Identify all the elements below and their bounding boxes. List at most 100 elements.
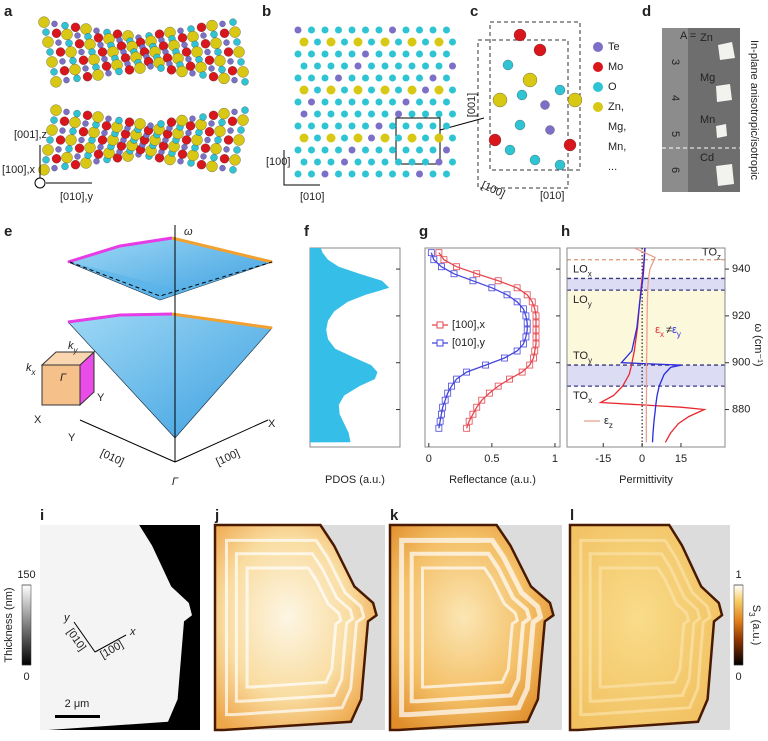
axis-label: x xyxy=(129,626,136,638)
atom xyxy=(187,31,199,43)
atom xyxy=(368,158,375,166)
atom xyxy=(59,58,66,65)
atom xyxy=(181,41,188,49)
atom xyxy=(545,125,555,135)
atom xyxy=(208,120,215,127)
inset-label: ky xyxy=(68,340,79,355)
atom xyxy=(434,37,444,47)
atom xyxy=(335,50,342,58)
atom xyxy=(189,115,196,122)
atom xyxy=(210,30,218,39)
atom xyxy=(353,133,363,143)
legend-atom xyxy=(593,102,603,112)
atom xyxy=(92,69,104,81)
atom xyxy=(59,116,70,126)
colorbar xyxy=(21,584,32,666)
atom xyxy=(134,118,146,130)
atom xyxy=(195,61,207,73)
x-tick-label: 15 xyxy=(675,453,687,465)
atom xyxy=(554,159,566,171)
x-axis-label: Permittivity xyxy=(619,474,673,486)
atom xyxy=(402,170,410,178)
colorbar-tick-label: 150 xyxy=(17,569,35,581)
atom xyxy=(196,22,207,32)
panel-letter: d xyxy=(642,3,651,20)
atom xyxy=(368,62,375,70)
atom xyxy=(82,120,89,127)
atom xyxy=(294,74,302,82)
sample xyxy=(716,84,732,102)
atom xyxy=(375,26,383,34)
legend-sub: z xyxy=(609,421,613,430)
colorbar-label-text: S xyxy=(750,605,762,612)
atom xyxy=(408,158,416,166)
axis-origin xyxy=(34,177,46,189)
atom xyxy=(443,26,450,34)
atom xyxy=(157,64,165,72)
atom xyxy=(84,38,96,50)
atom xyxy=(82,65,89,72)
plot-frame xyxy=(424,247,561,448)
atom xyxy=(195,119,207,131)
atom xyxy=(38,16,50,28)
x-tick-label: 0 xyxy=(639,453,645,465)
atom xyxy=(115,116,123,125)
marker xyxy=(478,396,486,404)
atom xyxy=(176,65,188,78)
atom xyxy=(429,26,437,34)
atom xyxy=(416,170,423,178)
legend-marker xyxy=(436,321,444,329)
annotation-name: ε xyxy=(672,324,677,336)
atom xyxy=(51,164,58,172)
atom xyxy=(327,110,335,118)
atom xyxy=(187,149,199,161)
marker xyxy=(518,368,526,376)
fringe xyxy=(598,566,691,689)
atom xyxy=(314,134,321,142)
legend-label: Mg, xyxy=(608,121,626,133)
atom xyxy=(78,55,89,65)
panel-letter: f xyxy=(304,223,310,240)
atom xyxy=(210,143,222,155)
marker xyxy=(453,263,460,271)
atom xyxy=(97,47,108,57)
marker xyxy=(526,361,534,369)
reference-label-text: TO xyxy=(573,350,589,362)
atom xyxy=(449,110,456,118)
inset-label-sub: y xyxy=(73,346,79,355)
band-surface xyxy=(67,313,273,439)
atom xyxy=(314,62,321,70)
scale-bar xyxy=(55,715,100,718)
atom xyxy=(449,86,456,94)
atom xyxy=(321,74,329,82)
atom xyxy=(348,50,356,58)
atom xyxy=(402,50,410,58)
atom xyxy=(55,47,66,57)
atom xyxy=(42,156,50,164)
atom xyxy=(181,135,192,145)
band-edge xyxy=(171,312,273,330)
atom xyxy=(185,61,196,71)
colorbar-label: Thickness (nm) xyxy=(3,587,15,662)
marker xyxy=(473,270,481,278)
atom xyxy=(308,50,315,58)
atom xyxy=(381,62,389,70)
marker xyxy=(448,382,455,390)
legend-label: εz xyxy=(604,415,613,430)
x-tick-label: 0 xyxy=(426,453,432,465)
atom xyxy=(434,85,444,95)
fringe xyxy=(234,552,355,703)
atom xyxy=(435,158,443,166)
axis-label: [100],x xyxy=(2,164,36,176)
marker xyxy=(531,305,539,313)
atom xyxy=(429,122,437,130)
atom xyxy=(200,39,211,49)
atom xyxy=(223,47,234,57)
atom xyxy=(308,98,315,106)
inset-label-text: k xyxy=(68,340,74,352)
atom xyxy=(227,116,238,126)
atom xyxy=(341,158,348,166)
atom xyxy=(435,110,443,118)
atom xyxy=(97,41,104,49)
atom xyxy=(191,134,203,146)
